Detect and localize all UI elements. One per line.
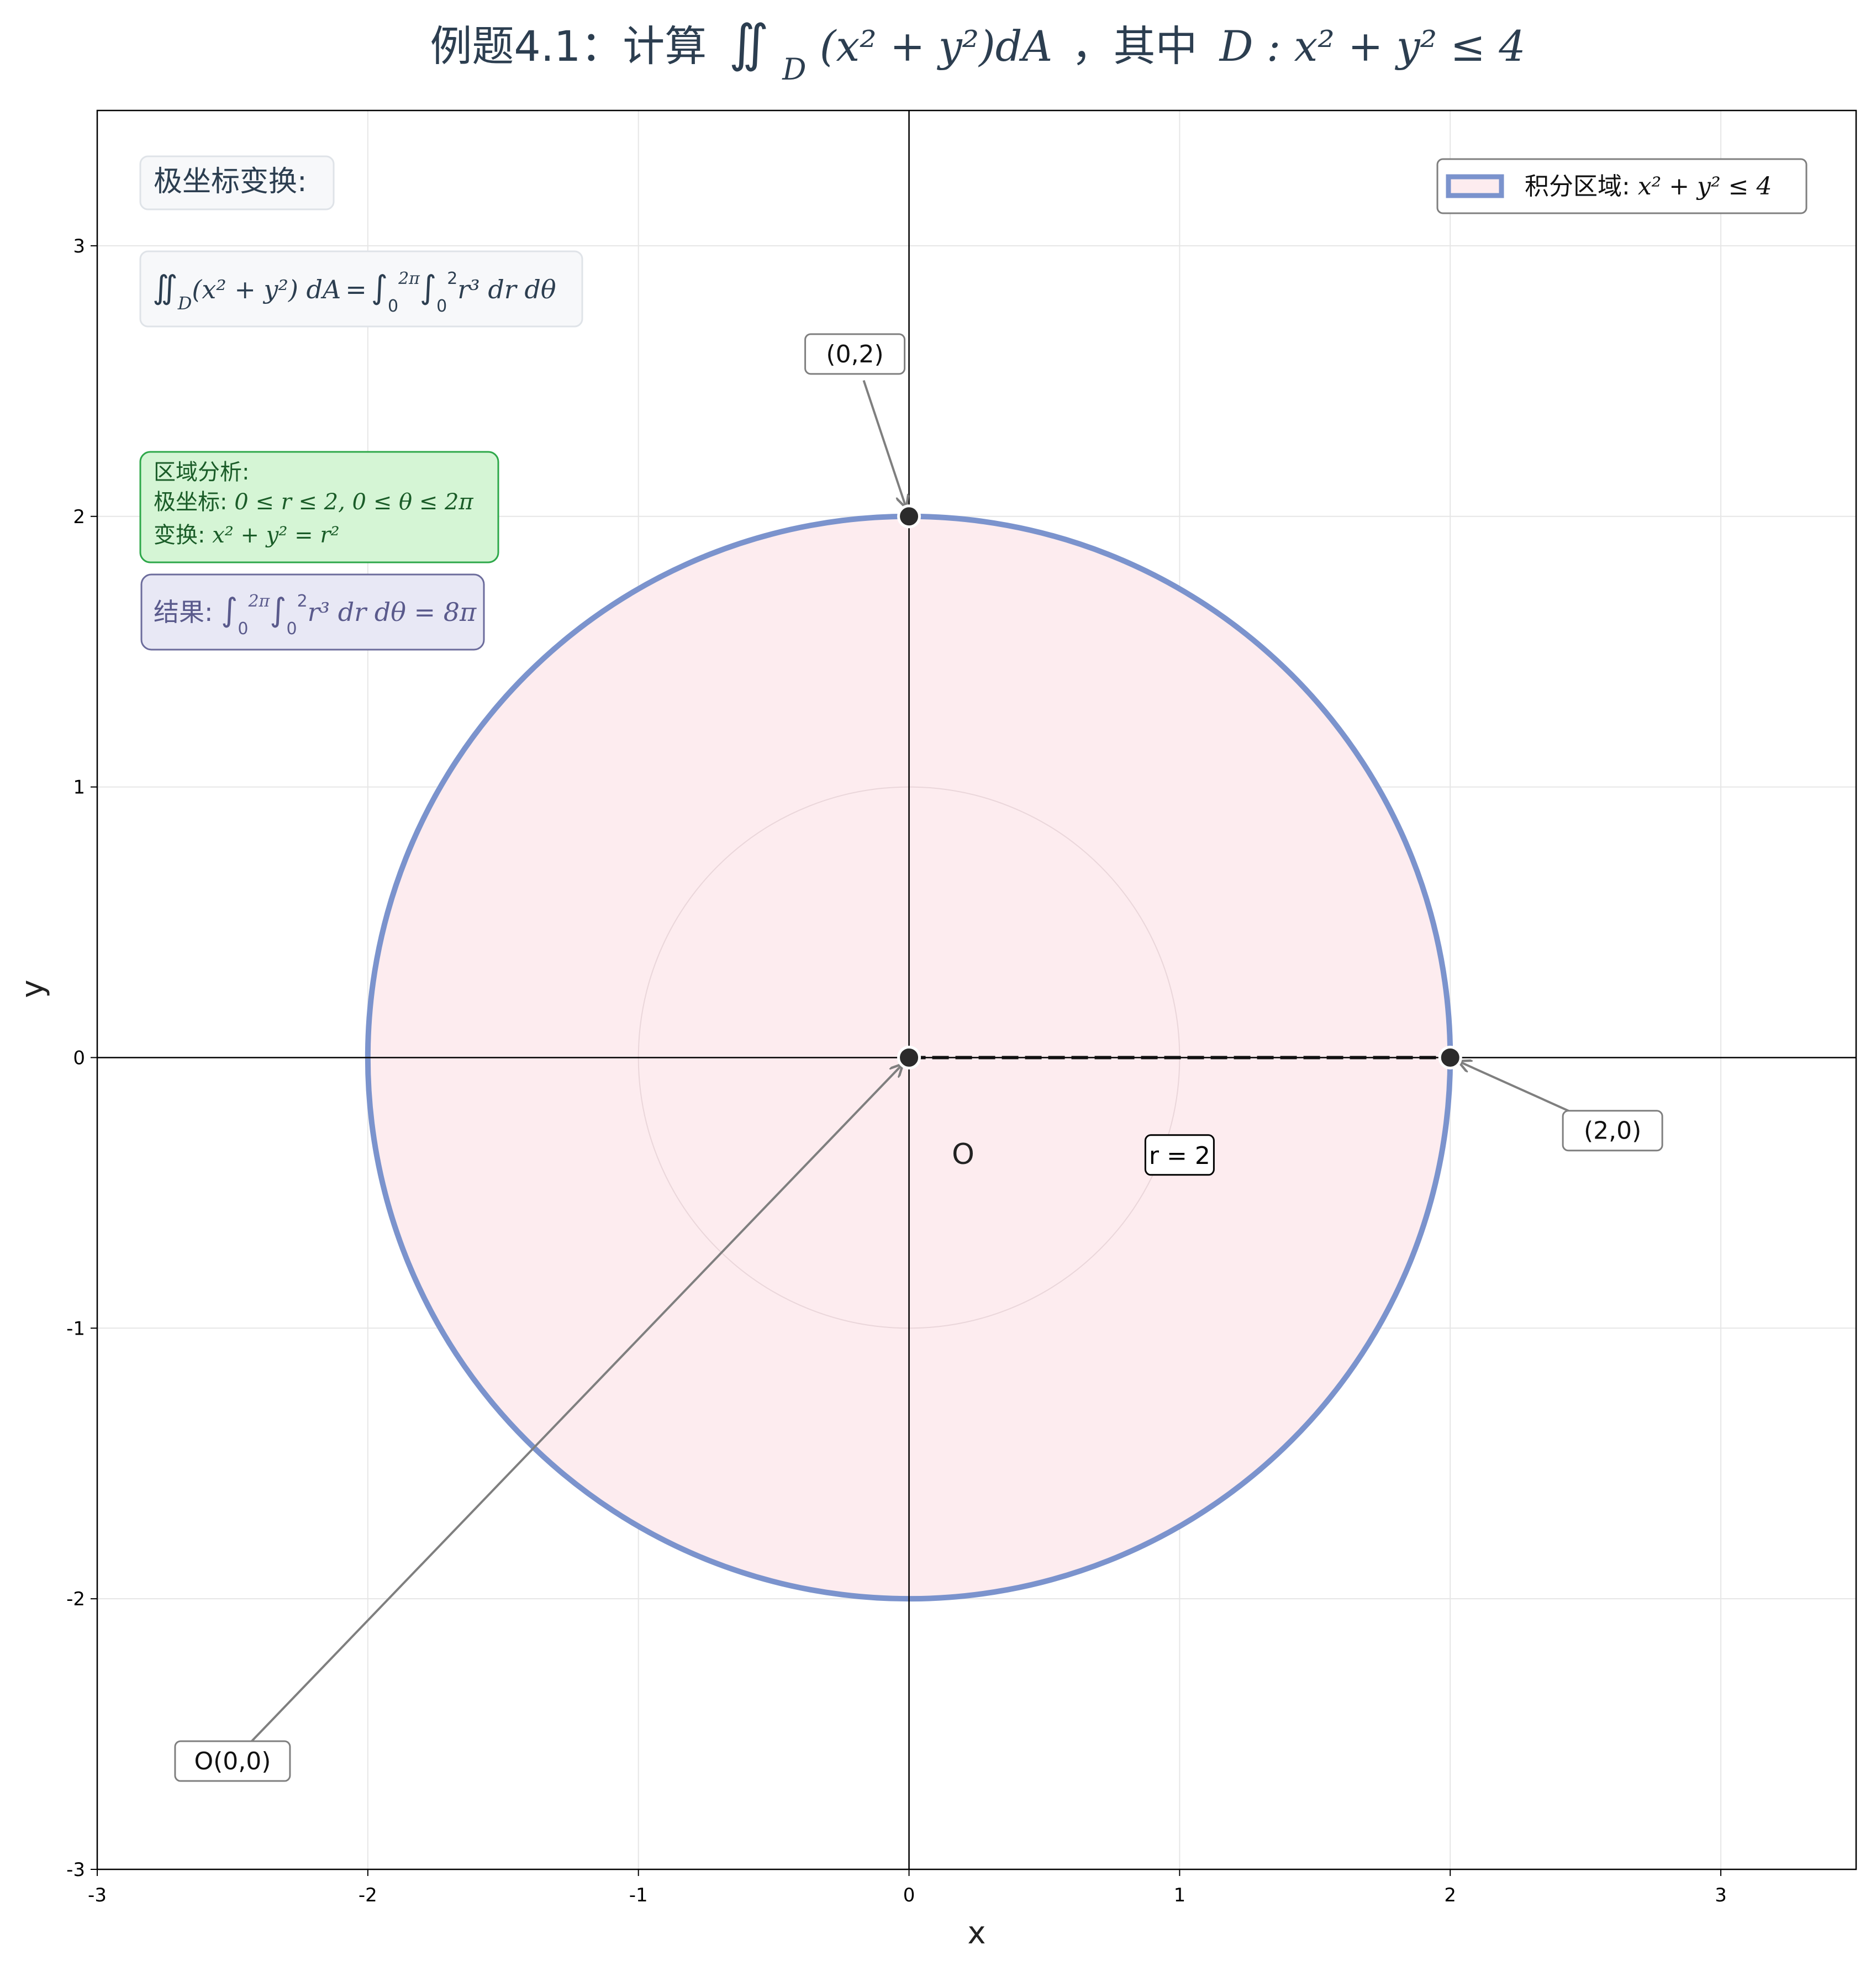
chart-title: 例题4.1：计算 ∬ D (x² + y²)dA ，其中 D : x² + y²…	[430, 14, 1525, 89]
result-box: 结果: ∫02π∫02r³ dr dθ = 8π	[140, 573, 485, 651]
analysis-line-3: 变换: x² + y² = r²	[154, 523, 339, 548]
result-value: = 8π	[414, 597, 477, 627]
point-2-0-arrow	[1459, 1062, 1588, 1120]
y-tick-label: 2	[73, 506, 85, 528]
result-formula: 结果: ∫02π∫02r³ dr dθ = 8π	[154, 591, 477, 639]
analysis-line-1: 区域分析:	[154, 460, 249, 485]
integral-icon: ∫	[420, 268, 436, 306]
title-mid: ，其中	[1071, 22, 1197, 71]
polar-transform-title-box: 极坐标变换:	[139, 155, 335, 210]
x-tick-label: 2	[1444, 1884, 1456, 1906]
double-integral-icon: ∬	[152, 268, 178, 306]
legend-label: 积分区域: x² + y² ≤ 4	[1525, 172, 1772, 201]
zero-axes	[97, 110, 1856, 1869]
x-tick-label: -3	[88, 1884, 107, 1906]
y-axis-label: y	[15, 979, 51, 998]
polar-transform-formula-box: ∬D(x² + y²) dA = ∫02π∫02r³ dr dθ	[139, 250, 583, 328]
y-tick-label: -1	[66, 1317, 85, 1340]
origin-label: O(0,0)	[194, 1747, 271, 1775]
integral-icon: ∫	[221, 591, 238, 629]
integral-icon: ∫	[371, 268, 388, 306]
origin-arrow	[251, 1064, 902, 1742]
origin-point	[897, 1045, 921, 1069]
polar-transform-formula: ∬D(x² + y²) dA = ∫02π∫02r³ dr dθ	[152, 268, 556, 316]
result-prefix: 结果:	[154, 597, 221, 627]
y-tick-label: -2	[66, 1588, 85, 1610]
point-0-2-label: (0,2)	[826, 340, 883, 368]
legend-swatch	[1446, 174, 1504, 198]
title-integrand: (x² + y²)dA	[820, 22, 1053, 71]
point-2-0-label: (2,0)	[1584, 1117, 1641, 1145]
legend: 积分区域: x² + y² ≤ 4	[1436, 158, 1808, 214]
title-region: D : x² + y² ≤ 4	[1219, 22, 1526, 71]
x-axis-label: x	[967, 1915, 986, 1951]
x-tick-label: 1	[1174, 1884, 1186, 1906]
y-tick-label: 3	[73, 235, 85, 257]
point-2-0-point	[1438, 1045, 1462, 1069]
polar-transform-title: 极坐标变换:	[154, 165, 307, 198]
origin-label-box	[174, 1740, 291, 1782]
title-prefix: 例题4.1：计算	[430, 22, 707, 71]
radius-label: r = 2	[1149, 1142, 1210, 1170]
point-0-2-arrow	[862, 380, 906, 507]
x-tick-label: -2	[359, 1884, 377, 1906]
title-integral-icon: ∬	[729, 14, 769, 73]
y-tick-label: 1	[73, 777, 85, 799]
point-0-2-point	[897, 504, 921, 529]
y-tick-label: 0	[73, 1047, 85, 1069]
title-domain-subscript: D	[782, 52, 806, 87]
analysis-line-2: 极坐标: 0 ≤ r ≤ 2, 0 ≤ θ ≤ 2π	[154, 489, 473, 515]
x-tick-label: 3	[1715, 1884, 1727, 1906]
point-2-0-label-box	[1562, 1110, 1663, 1152]
x-tick-label: 0	[903, 1884, 915, 1906]
point-0-2-label-box	[804, 333, 906, 375]
y-tick-label: -3	[66, 1859, 85, 1881]
integral-icon: ∫	[270, 591, 286, 629]
radius-label-box	[1144, 1134, 1215, 1176]
y-axis-ticks: -3 -2 -1 0 1 2 3	[66, 235, 97, 1881]
points	[897, 504, 1462, 1069]
x-axis-ticks: -3 -2 -1 0 1 2 3	[88, 1869, 1727, 1906]
origin-text: O	[952, 1138, 974, 1171]
region-analysis-box: 区域分析: 极坐标: 0 ≤ r ≤ 2, 0 ≤ θ ≤ 2π 变换: x² …	[139, 451, 499, 563]
x-tick-label: -1	[629, 1884, 648, 1906]
plot-frame	[96, 109, 1857, 1870]
